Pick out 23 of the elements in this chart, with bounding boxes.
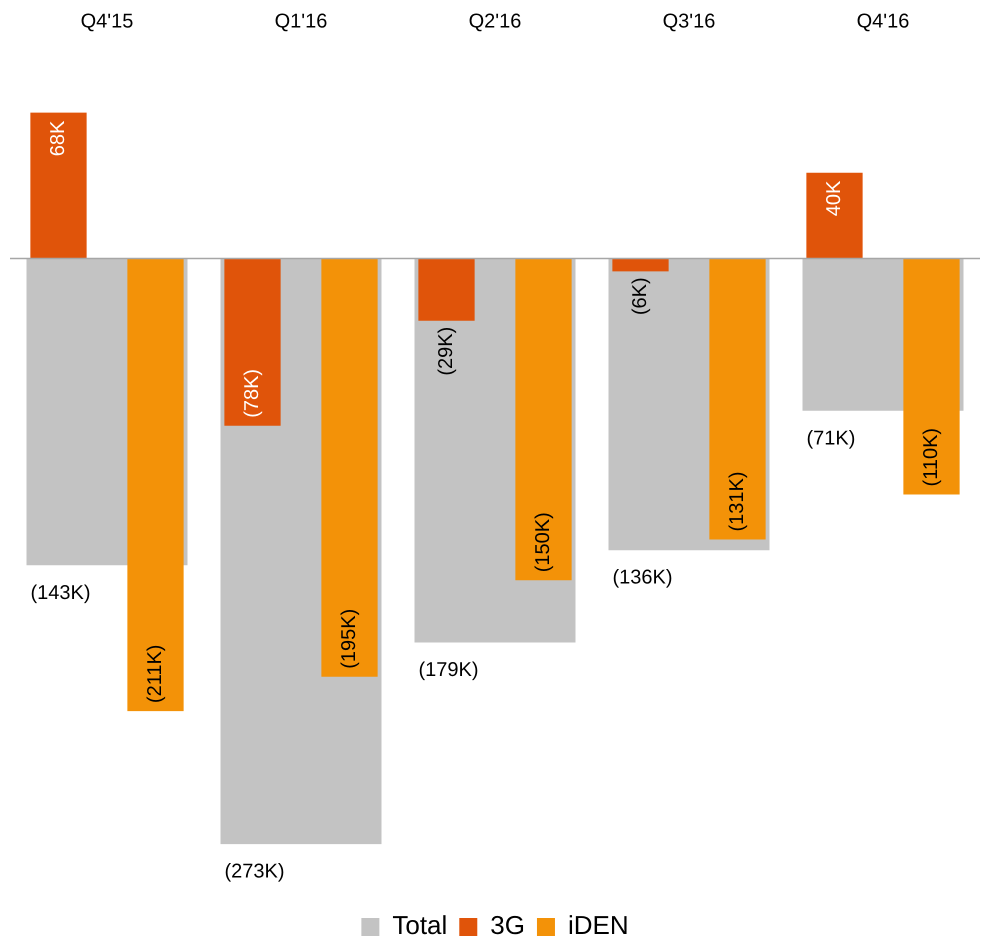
data-label: (29K)	[435, 326, 458, 376]
x-tick-label: Q4'15	[80, 10, 134, 33]
data-label: 68K	[47, 120, 70, 156]
data-label: (143K)	[30, 582, 91, 604]
data-label: 40K	[823, 180, 846, 216]
data-label: (136K)	[612, 566, 673, 589]
data-label: (71K)	[806, 427, 856, 450]
x-tick-label: Q2'16	[468, 10, 522, 33]
data-label: (179K)	[418, 658, 479, 681]
x-tick-label: Q3'16	[662, 10, 716, 33]
data-label: (131K)	[726, 471, 748, 532]
data-label: (211K)	[144, 644, 166, 704]
legend-label: Total	[392, 910, 448, 940]
data-label: (110K)	[920, 428, 942, 486]
legend-label: 3G	[490, 910, 525, 940]
data-label: (150K)	[532, 512, 554, 572]
data-label: (78K)	[241, 368, 264, 418]
legend-label: iDEN	[568, 910, 629, 940]
x-tick-label: Q1'16	[274, 10, 328, 33]
x-tick-label: Q4'16	[856, 10, 910, 33]
data-label: (6K)	[629, 277, 652, 316]
data-label: (195K)	[338, 608, 360, 669]
data-label: (273K)	[224, 860, 285, 883]
